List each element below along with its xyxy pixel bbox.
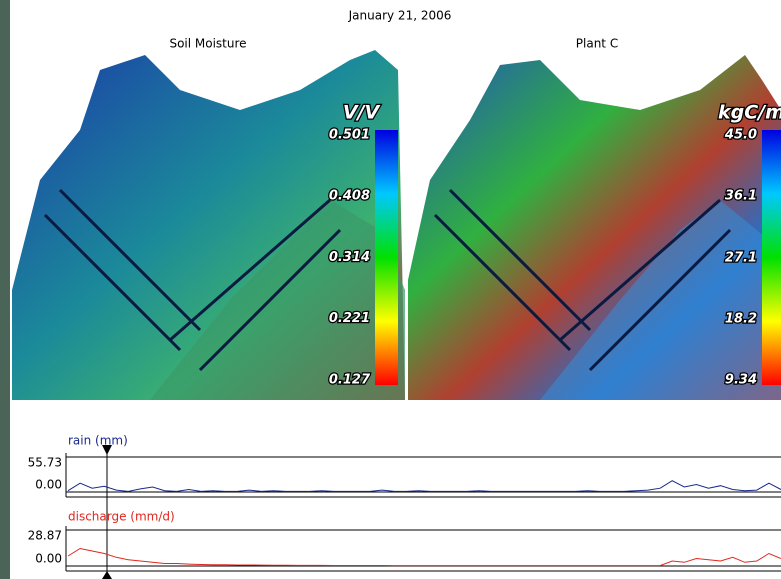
ridge xyxy=(433,188,732,372)
colorbar-label: 9.34 xyxy=(725,373,757,388)
colorbar-label: 0.501 xyxy=(329,128,370,143)
cursor-marker xyxy=(102,445,112,455)
panel-title: Soil Moisture xyxy=(169,37,246,51)
y-tick-label: 0.00 xyxy=(35,478,62,492)
unit-label: V/V xyxy=(343,102,381,124)
series-line xyxy=(67,480,781,492)
colorbar-label: 45.0 xyxy=(724,128,757,143)
y-tick-label: 55.73 xyxy=(28,456,62,470)
colorbar-label: 0.127 xyxy=(329,373,371,388)
date: January 21, 2006 xyxy=(348,9,452,23)
colorbar-label: 18.2 xyxy=(725,312,757,327)
panel-title: Plant C xyxy=(576,37,618,51)
series-label: rain (mm) xyxy=(68,434,128,448)
colorbar-label: 0.314 xyxy=(329,250,370,265)
color-bar xyxy=(375,130,398,385)
surface xyxy=(150,200,405,400)
colorbar-label: 27.1 xyxy=(725,250,757,265)
unit-label: kgC/m² xyxy=(718,102,781,124)
y-tick-label: 0.00 xyxy=(35,552,62,566)
cursor-marker xyxy=(102,571,112,579)
plantc-panel xyxy=(408,55,781,400)
colorbar-label: 36.1 xyxy=(725,189,757,204)
series-line xyxy=(67,547,781,567)
series-label: discharge (mm/d) xyxy=(68,510,175,524)
soil-panel xyxy=(12,50,405,400)
color-bar xyxy=(762,130,781,385)
colorbar-label: 0.221 xyxy=(329,311,370,326)
ridge xyxy=(43,188,342,372)
colorbar-label: 0.408 xyxy=(329,188,370,203)
y-tick-label: 28.87 xyxy=(28,529,62,543)
